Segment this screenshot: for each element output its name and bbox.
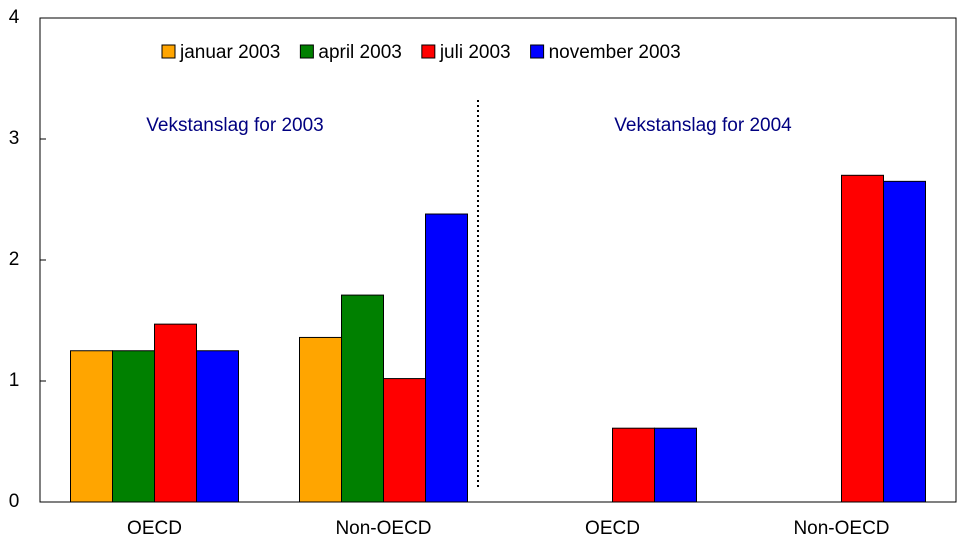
annotation: Vekstanslag for 2004 — [614, 115, 792, 136]
bar — [112, 350, 155, 503]
bar — [70, 350, 113, 503]
legend-label: juli 2003 — [439, 42, 511, 63]
bar — [299, 336, 342, 503]
bar — [383, 378, 426, 503]
legend-label: november 2003 — [549, 42, 681, 63]
y-tick-label: 3 — [9, 128, 20, 149]
legend-swatch — [421, 44, 436, 59]
legend-label: januar 2003 — [179, 42, 280, 63]
bar — [341, 294, 384, 503]
bar — [841, 174, 884, 503]
y-tick-label: 1 — [9, 370, 20, 391]
y-tick-label: 4 — [9, 7, 20, 28]
bar — [196, 350, 239, 503]
legend-label: april 2003 — [318, 42, 401, 63]
bar — [425, 213, 468, 503]
x-tick-label: OECD — [127, 518, 182, 539]
x-tick-label: Non-OECD — [335, 518, 431, 539]
y-tick-label: 0 — [9, 491, 20, 512]
x-tick-label: OECD — [585, 518, 640, 539]
bar — [154, 323, 197, 503]
legend-swatch — [161, 44, 176, 59]
y-tick-label: 2 — [9, 249, 20, 270]
legend-swatch — [299, 44, 314, 59]
bar — [612, 427, 655, 503]
legend-swatch — [530, 44, 545, 59]
x-tick-label: Non-OECD — [793, 518, 889, 539]
bar — [654, 427, 697, 503]
annotation: Vekstanslag for 2003 — [146, 115, 323, 136]
bar — [883, 180, 926, 503]
